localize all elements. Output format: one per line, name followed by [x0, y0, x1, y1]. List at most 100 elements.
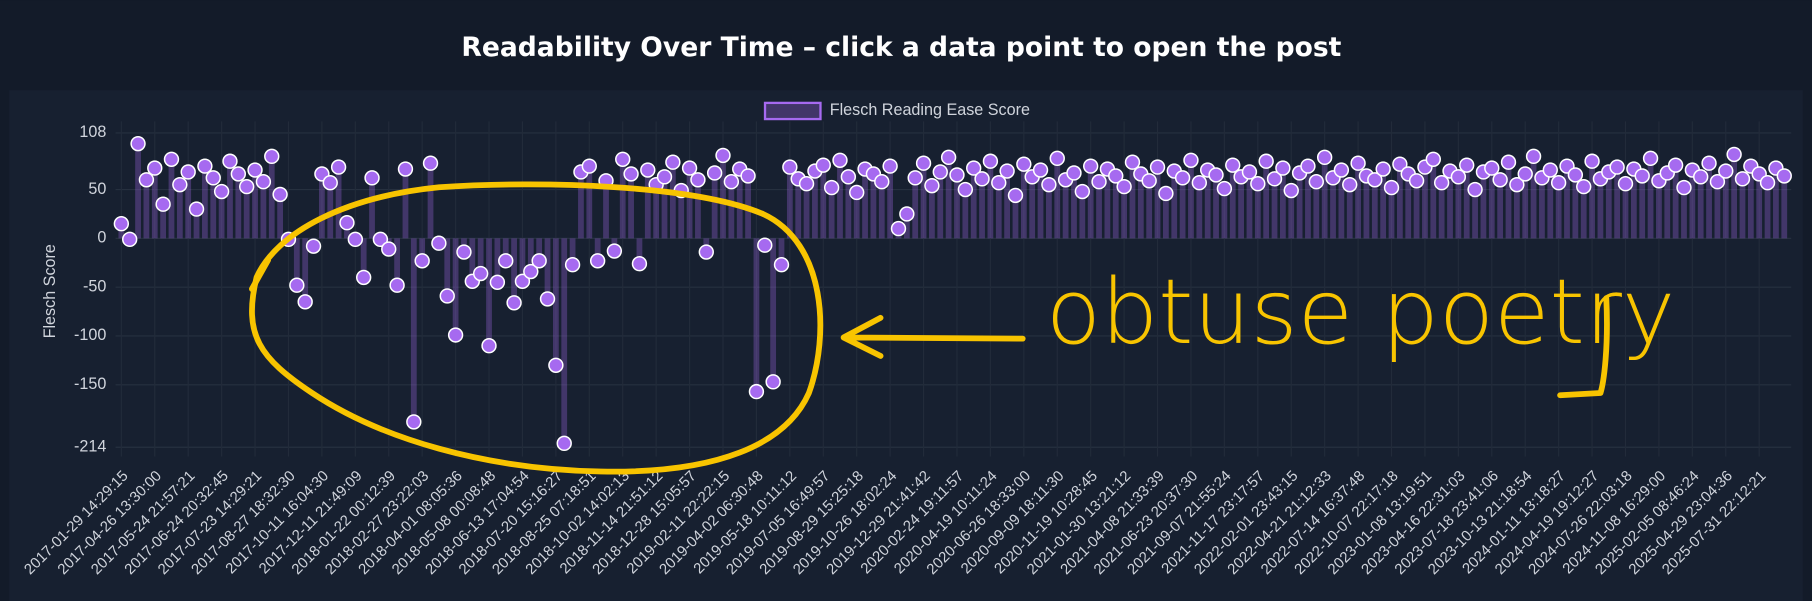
- data-point[interactable]: [815, 157, 831, 173]
- data-point[interactable]: [381, 241, 397, 257]
- data-point[interactable]: [1350, 155, 1366, 171]
- data-point[interactable]: [339, 215, 355, 231]
- data-point[interactable]: [255, 174, 272, 190]
- data-point[interactable]: [297, 294, 313, 310]
- data-point[interactable]: [899, 206, 915, 222]
- data-point[interactable]: [581, 158, 597, 174]
- data-point[interactable]: [1066, 165, 1082, 181]
- data-point[interactable]: [1567, 167, 1584, 183]
- data-point[interactable]: [1074, 183, 1091, 200]
- data-point[interactable]: [757, 237, 773, 253]
- data-point[interactable]: [874, 174, 890, 190]
- data-point[interactable]: [748, 383, 765, 400]
- data-point[interactable]: [849, 184, 865, 201]
- data-point[interactable]: [1584, 153, 1600, 169]
- data-point[interactable]: [147, 160, 163, 176]
- data-point[interactable]: [1375, 161, 1391, 177]
- data-point[interactable]: [406, 414, 422, 430]
- data-point[interactable]: [982, 153, 999, 169]
- data-point[interactable]: [1667, 157, 1684, 173]
- data-point[interactable]: [1342, 176, 1358, 193]
- data-point[interactable]: [1676, 179, 1692, 196]
- data-point[interactable]: [372, 231, 389, 248]
- data-point[interactable]: [122, 231, 138, 248]
- data-point[interactable]: [447, 327, 464, 343]
- data-point[interactable]: [690, 172, 706, 188]
- data-point[interactable]: [456, 244, 472, 260]
- data-point[interactable]: [472, 265, 489, 282]
- data-point[interactable]: [1634, 168, 1650, 184]
- data-point[interactable]: [974, 171, 990, 187]
- data-point[interactable]: [1408, 173, 1425, 189]
- data-point[interactable]: [264, 148, 280, 165]
- data-point[interactable]: [715, 147, 731, 164]
- data-point[interactable]: [548, 357, 564, 373]
- data-point[interactable]: [364, 170, 380, 186]
- data-point[interactable]: [1141, 173, 1157, 189]
- data-point[interactable]: [1174, 170, 1191, 186]
- data-point[interactable]: [514, 273, 531, 289]
- data-point[interactable]: [1726, 146, 1742, 163]
- data-point[interactable]: [180, 164, 196, 180]
- data-point[interactable]: [188, 201, 205, 217]
- data-point[interactable]: [330, 159, 347, 175]
- data-point[interactable]: [1124, 154, 1141, 170]
- data-point[interactable]: [631, 256, 648, 272]
- data-point[interactable]: [556, 435, 572, 452]
- data-point[interactable]: [940, 149, 957, 166]
- data-point[interactable]: [347, 231, 364, 248]
- data-point[interactable]: [882, 158, 898, 174]
- data-point[interactable]: [439, 288, 455, 304]
- data-point[interactable]: [1759, 175, 1776, 191]
- data-point[interactable]: [1091, 174, 1107, 190]
- data-point[interactable]: [1316, 149, 1333, 166]
- data-point[interactable]: [1250, 176, 1266, 192]
- data-point[interactable]: [389, 277, 405, 293]
- data-point[interactable]: [1049, 150, 1065, 167]
- data-point[interactable]: [1576, 178, 1592, 195]
- data-point[interactable]: [1693, 169, 1709, 185]
- data-point[interactable]: [782, 159, 798, 175]
- data-point[interactable]: [523, 263, 539, 280]
- data-point[interactable]: [205, 170, 221, 186]
- data-point[interactable]: [1208, 167, 1224, 183]
- data-point[interactable]: [907, 170, 923, 186]
- data-point[interactable]: [1642, 150, 1659, 167]
- data-point[interactable]: [130, 135, 146, 152]
- data-point[interactable]: [798, 176, 815, 192]
- data-point[interactable]: [1709, 174, 1726, 190]
- data-point[interactable]: [773, 257, 790, 273]
- data-point[interactable]: [999, 163, 1015, 179]
- data-point[interactable]: [172, 176, 188, 193]
- data-point[interactable]: [1082, 158, 1099, 174]
- data-point[interactable]: [1258, 153, 1274, 169]
- data-point[interactable]: [966, 160, 982, 176]
- data-point[interactable]: [615, 151, 631, 167]
- data-point[interactable]: [681, 160, 698, 176]
- data-point[interactable]: [213, 183, 230, 200]
- data-point[interactable]: [305, 238, 322, 254]
- data-point[interactable]: [422, 155, 439, 171]
- data-point[interactable]: [924, 177, 940, 194]
- data-point[interactable]: [832, 152, 848, 168]
- data-point[interactable]: [113, 216, 130, 232]
- data-point[interactable]: [949, 167, 965, 183]
- data-point[interactable]: [723, 174, 740, 190]
- data-point[interactable]: [1392, 156, 1408, 172]
- data-point[interactable]: [1333, 162, 1350, 178]
- data-point[interactable]: [230, 166, 247, 182]
- data-point[interactable]: [239, 178, 255, 195]
- data-point[interactable]: [481, 338, 497, 354]
- data-point[interactable]: [1542, 162, 1558, 178]
- data-point[interactable]: [397, 161, 414, 177]
- data-point[interactable]: [840, 169, 857, 185]
- data-point[interactable]: [823, 179, 840, 196]
- data-point[interactable]: [1191, 175, 1208, 191]
- data-point[interactable]: [272, 186, 288, 203]
- data-point[interactable]: [1492, 172, 1508, 188]
- data-point[interactable]: [706, 165, 723, 181]
- data-point[interactable]: [890, 220, 907, 237]
- data-point[interactable]: [1266, 171, 1283, 187]
- data-point[interactable]: [1016, 156, 1032, 172]
- data-point[interactable]: [539, 291, 556, 307]
